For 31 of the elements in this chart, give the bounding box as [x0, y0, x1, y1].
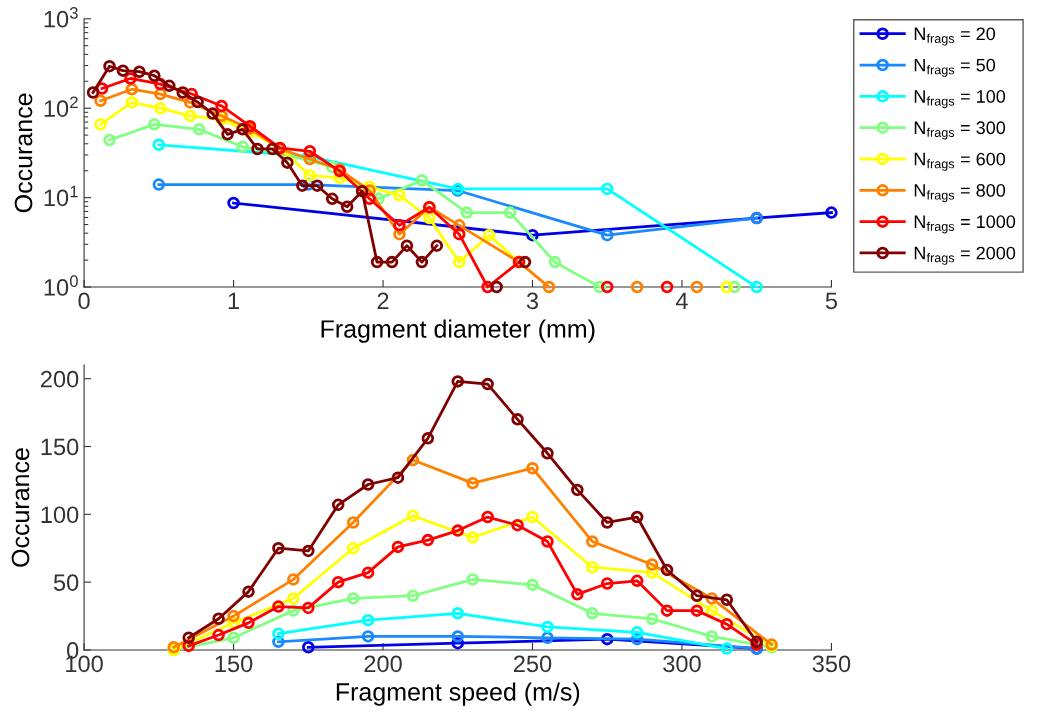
y-tick-label: 10$^{3}$	[44, 7, 78, 28]
y-tick-label: 50	[53, 574, 79, 591]
x-axis-title: Fragment speed (m/s)	[336, 682, 580, 706]
y-tick-label: 10$^{2}$	[44, 96, 78, 117]
y-tick-label: 150	[41, 438, 79, 456]
x-tick-label: 1	[228, 292, 239, 309]
x-tick-label: 250	[513, 655, 552, 673]
y-tick-label: 10$^{0}$	[44, 275, 78, 296]
legend-label: N$_{frags}$ = 20	[914, 27, 996, 46]
legend-label: N$_{frags}$ = 800	[914, 184, 1006, 203]
x-axis-title: Fragment diameter (mm)	[321, 319, 595, 343]
legend-label: N$_{frags}$ = 1000	[914, 215, 1016, 234]
x-tick-label: 4	[675, 292, 688, 309]
y-axis-title: Occurance	[11, 448, 30, 567]
x-tick-label: 300	[663, 655, 701, 673]
x-tick-label: 2	[377, 292, 389, 309]
legend-label: N$_{frags}$ = 300	[914, 121, 1006, 140]
x-tick-label: 3	[526, 292, 539, 310]
y-axis-title: Occurance	[14, 93, 33, 213]
x-tick-label: 200	[364, 655, 402, 673]
legend-label: N$_{frags}$ = 600	[914, 152, 1006, 171]
legend-label: N$_{frags}$ = 100	[914, 90, 1006, 109]
x-tick-label: 0	[78, 292, 90, 310]
legend-label: N$_{frags}$ = 50	[914, 58, 996, 77]
x-tick-label: 150	[215, 655, 253, 673]
y-tick-label: 100	[41, 506, 79, 524]
y-tick-label: 10$^{1}$	[44, 185, 78, 207]
x-tick-label: 350	[812, 655, 851, 673]
legend-label: N$_{frags}$ = 2000	[914, 246, 1016, 265]
x-tick-label: 5	[825, 292, 838, 310]
y-tick-label: 200	[41, 370, 79, 388]
